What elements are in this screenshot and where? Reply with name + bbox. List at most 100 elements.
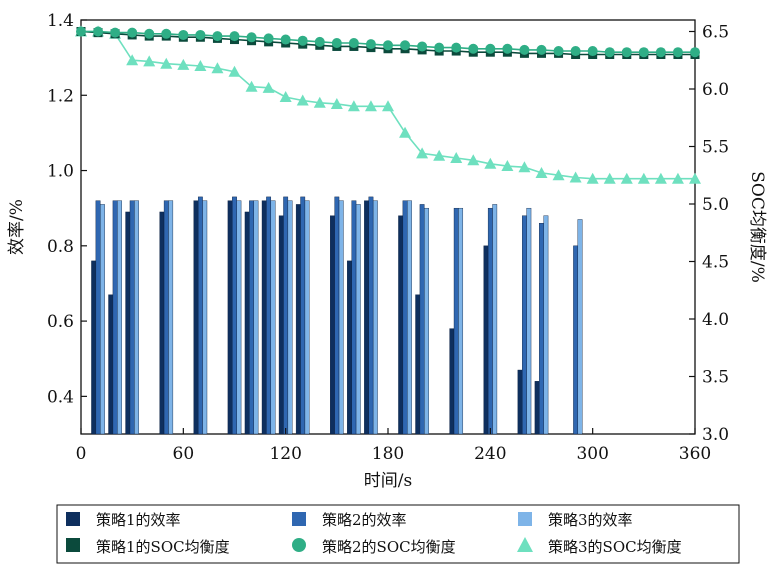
soc-point-circle [519,44,530,55]
x-tick-label: 0 [76,444,87,464]
soc-point-circle [365,39,376,50]
bar-series2 [402,200,408,435]
bar-series1 [449,328,455,435]
soc-point-triangle [382,100,394,112]
bar-series3 [458,207,464,435]
soc-point-circle [110,27,121,38]
legend-item-1: 策略1的效率 [66,511,181,529]
soc-point-triangle [586,172,599,184]
axes: 0 60 120 180 240 300 360 0.4 0.6 0.8 1.0 1.2 1.4 3.0 3… [47,11,729,464]
y-left-tick-label: 0.6 [47,312,74,332]
bar-series1 [517,369,523,435]
soc-point-circle [553,46,564,57]
soc-point-triangle [416,147,429,159]
x-tick-label: 60 [173,444,195,464]
legend-label-6: 策略3的SOC均衡度 [548,538,682,556]
x-tick-label: 240 [474,444,506,464]
bar-series3 [253,200,259,435]
bar-series2 [249,200,254,435]
soc-point-triangle [143,55,156,67]
y-right-axis-label: SOC均衡度/% [747,171,767,282]
soc-point-circle [587,46,598,57]
y-left-tick-label: 1.0 [47,162,74,182]
soc-point-triangle [347,100,360,112]
soc-point-circle [672,47,683,58]
soc-point-circle [417,41,428,52]
soc-point-triangle [671,172,684,184]
soc-point-circle [178,29,189,40]
bar-series2 [419,204,425,435]
soc-lines [75,25,701,184]
y-left-tick-label: 0.4 [47,387,74,407]
soc-point-circle [127,27,138,38]
y-right-tick-label: 6.5 [702,23,729,43]
soc-point-circle [263,33,274,44]
soc-point-triangle [637,172,650,184]
bar-series2 [487,207,493,435]
bar-series1 [398,215,404,435]
soc-point-triangle [399,126,412,138]
bar-series1 [159,211,165,435]
soc-point-circle [638,47,649,58]
bar-series2 [197,196,203,435]
bar-series1 [125,211,131,435]
legend-label-2: 策略2的效率 [322,511,407,529]
soc-point-triangle [518,161,531,173]
soc-point-circle [468,43,479,54]
bar-series3 [270,200,276,435]
plot-frame [80,19,696,435]
legend-swatch-bar-2 [292,512,306,526]
bar-series3 [338,200,344,435]
y-left-tick-label: 1.2 [47,86,74,106]
legend-item-6: 策略3的SOC均衡度 [517,537,682,556]
bar-series2 [283,196,289,435]
y-right-tick-label: 5.0 [702,195,729,215]
y-left-axis-label: 效率/% [7,199,27,255]
soc-point-circle [655,47,666,58]
y-right-tick-label: 5.5 [702,138,729,158]
bar-series2 [232,196,237,435]
soc-point-triangle [194,60,207,71]
legend-label-4: 策略1的SOC均衡度 [96,538,230,556]
efficiency-bars [91,196,583,435]
bar-series3 [372,200,378,435]
soc-point-triangle [450,152,463,163]
soc-point-circle [434,42,445,53]
soc-point-triangle [245,80,258,92]
soc-point-circle [570,46,581,57]
x-tick-label: 120 [269,444,301,464]
soc-point-triangle [552,169,565,181]
soc-point-triangle [689,172,701,184]
bar-series2 [453,207,459,435]
soc-point-circle [621,47,632,58]
legend-swatch-bar-1 [66,512,80,526]
x-tick-label: 360 [679,444,711,464]
bar-series3 [117,200,122,435]
bar-series1 [415,294,421,435]
soc-point-circle [485,43,496,54]
bar-series1 [278,215,284,435]
legend-label-3: 策略3的效率 [548,511,633,529]
y-left-tick-label: 1.4 [47,11,74,31]
soc-point-circle [383,40,393,51]
bar-series2 [112,200,118,435]
legend-swatch-circle-marker [292,538,306,552]
legend-item-2: 策略2的效率 [292,511,407,529]
bar-series3 [304,200,310,435]
bar-series1 [261,200,267,435]
legend-label-5: 策略2的SOC均衡度 [322,538,456,556]
bar-series3 [236,200,242,435]
soc-point-circle [348,38,359,48]
soc-point-circle [161,28,172,39]
y-right-tick-label: 4.5 [702,253,729,273]
bar-series1 [330,215,335,435]
soc-point-circle [229,31,240,42]
legend-item-4: 策略1的SOC均衡度 [66,538,230,556]
soc-point-triangle [279,91,292,103]
soc-point-circle [76,26,86,37]
bar-series3 [526,207,532,435]
soc-point-triangle [467,154,480,166]
soc-point-circle [690,47,700,58]
bar-series1 [227,200,233,435]
